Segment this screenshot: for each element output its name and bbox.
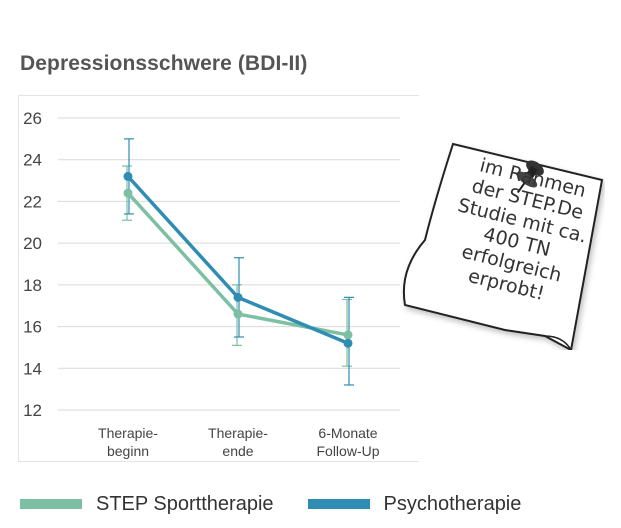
legend-item-sport: STEP Sporttherapie [20, 493, 274, 516]
x-tick-label: ende [222, 443, 253, 459]
x-tick-label: Follow-Up [316, 443, 379, 459]
x-tick-label: 6-Monate [318, 425, 377, 441]
gridlines [58, 117, 400, 411]
data-point [343, 338, 353, 348]
y-tick-label: 12 [23, 401, 42, 420]
sticky-note [402, 142, 604, 350]
data-point [233, 309, 243, 319]
legend: STEP Sporttherapie Psychotherapie [20, 490, 555, 518]
y-tick-label: 16 [23, 318, 42, 337]
y-axis-ticks: 12 14 16 18 20 22 24 26 [23, 109, 42, 420]
y-tick-label: 26 [23, 109, 42, 128]
legend-label: STEP Sporttherapie [96, 492, 274, 515]
error-bars [122, 138, 354, 386]
data-point [233, 292, 243, 302]
y-tick-label: 18 [23, 276, 42, 295]
x-axis-ticks: Therapie-beginn Therapie-ende 6-Monate Foll… [98, 425, 380, 459]
data-point [123, 188, 133, 198]
legend-label: Psychotherapie [383, 492, 522, 515]
legend-item-psycho: Psychotherapie [307, 492, 522, 516]
x-tick-label: Therapie- [208, 425, 268, 441]
legend-swatch [20, 499, 82, 509]
y-tick-label: 24 [23, 151, 42, 170]
x-tick-label: beginn [107, 443, 149, 459]
legend-swatch [307, 499, 370, 509]
data-points [123, 171, 353, 348]
data-point [123, 171, 133, 181]
y-tick-label: 20 [23, 234, 42, 253]
y-tick-label: 22 [23, 192, 42, 211]
chart-title: Depressionsschwere (BDI-II) [20, 52, 308, 75]
data-point [343, 330, 353, 340]
y-tick-label: 14 [23, 359, 42, 378]
x-tick-label: Therapie- [98, 425, 158, 441]
pushpin-icon [516, 160, 544, 194]
